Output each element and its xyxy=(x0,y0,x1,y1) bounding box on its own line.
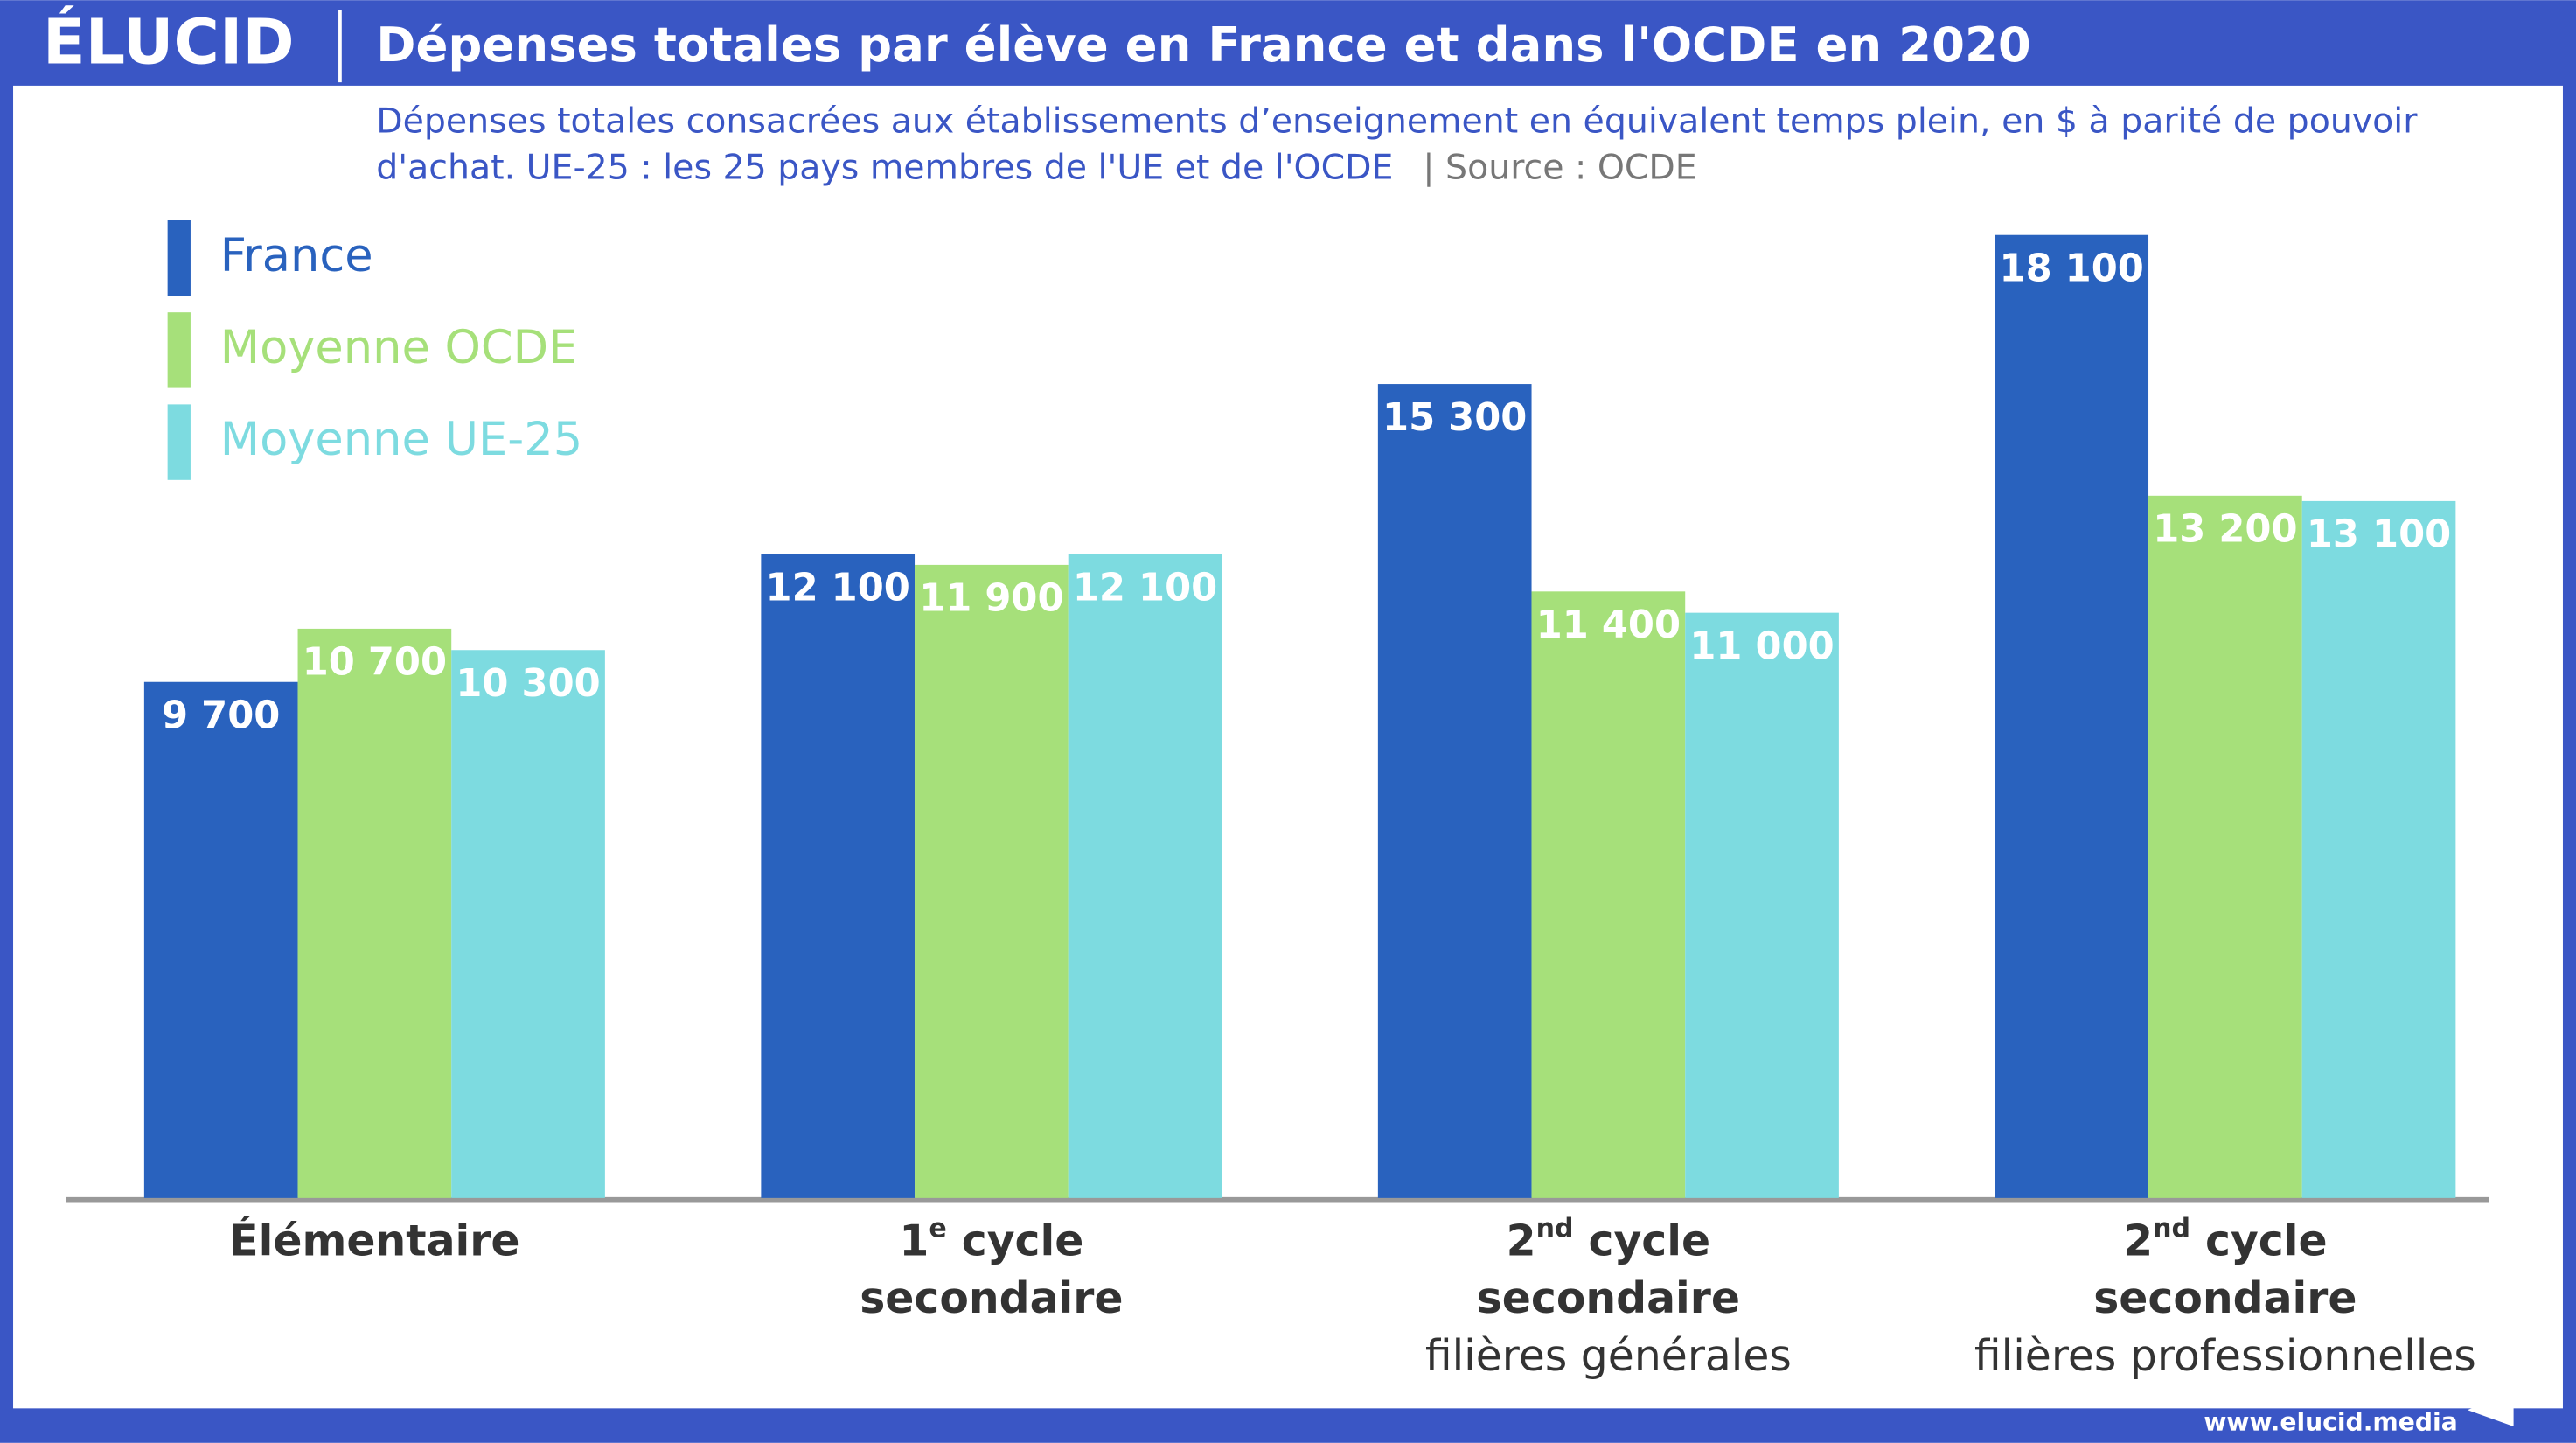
x-tick-label: secondaire xyxy=(2093,1273,2357,1323)
brand: ÉLUCID xyxy=(43,5,295,78)
x-tick-label: secondaire xyxy=(2093,1273,2357,1323)
subtitle: Dépenses totales consacrées aux établiss… xyxy=(376,101,2418,142)
bar xyxy=(2148,495,2302,1198)
x-tick-label: secondaire xyxy=(1477,1273,1740,1323)
subtitle: d'achat. UE-25 : les 25 pays membres de … xyxy=(376,147,1393,187)
x-tick-label: 2nd cycle xyxy=(1507,1213,1710,1265)
bar-label: 9 700 xyxy=(162,694,280,738)
x-tick-label: 2 xyxy=(1507,1216,1536,1265)
bar-label: 11 000 xyxy=(1689,624,1834,668)
legend-swatch xyxy=(167,220,191,296)
bar xyxy=(451,650,605,1198)
x-tick-label: cycle xyxy=(1574,1216,1711,1265)
x-tick-label: cycle xyxy=(2190,1216,2328,1265)
bar-label: 15 300 xyxy=(1382,396,1527,440)
x-tick-label: Élémentaire xyxy=(229,1216,519,1265)
legend-swatch xyxy=(167,404,191,480)
legend-label: Moyenne UE-25 xyxy=(220,413,582,466)
subtitle: d'achat. UE-25 : les 25 pays membres de … xyxy=(376,147,1696,187)
x-tick-label: cycle xyxy=(947,1216,1084,1265)
x-tick-label: nd xyxy=(1536,1213,1574,1244)
bar-label: 11 900 xyxy=(919,577,1063,621)
bar-label: 10 300 xyxy=(456,662,600,706)
bar xyxy=(143,681,298,1198)
x-tick-note: filières professionnelles xyxy=(1974,1331,2476,1381)
bar xyxy=(1068,554,1222,1198)
x-tick-label: secondaire xyxy=(860,1273,1123,1323)
bar-label: 12 100 xyxy=(766,567,910,610)
bar-label: 13 200 xyxy=(2153,508,2297,552)
x-tick-note: filières générales xyxy=(1425,1331,1792,1381)
bar-label: 13 100 xyxy=(2307,513,2451,557)
chart-title: Dépenses totales par élève en France et … xyxy=(376,17,2031,73)
x-tick-label: 2 xyxy=(2123,1216,2153,1265)
bar xyxy=(2301,500,2456,1198)
x-tick-label: 2nd cycle xyxy=(2123,1213,2327,1265)
footer: www.elucid.media xyxy=(2204,1407,2457,1436)
source: | Source : OCDE xyxy=(1423,147,1697,187)
bar xyxy=(761,554,916,1198)
x-tick-label: secondaire xyxy=(860,1273,1123,1323)
bar xyxy=(1531,591,1686,1198)
x-tick-label: e xyxy=(929,1213,946,1244)
legend-label: France xyxy=(220,229,373,282)
legend-label: Moyenne OCDE xyxy=(220,321,578,374)
x-tick-label: 1e cycle xyxy=(899,1213,1083,1265)
x-tick-label: nd xyxy=(2153,1213,2190,1244)
bar-label: 18 100 xyxy=(2000,247,2144,291)
bar xyxy=(297,628,452,1198)
bar-label: 12 100 xyxy=(1073,567,1217,610)
x-tick-label: secondaire xyxy=(1477,1273,1740,1323)
x-tick-label: 1 xyxy=(899,1216,929,1265)
bar xyxy=(1377,384,1532,1198)
bar-label: 11 400 xyxy=(1536,603,1681,647)
x-tick-label: Élémentaire xyxy=(229,1216,519,1265)
legend-swatch xyxy=(167,312,191,388)
bar xyxy=(1995,234,2149,1198)
bar xyxy=(915,564,1069,1198)
footer-icon xyxy=(2467,1390,2514,1427)
bar xyxy=(1685,612,1839,1198)
bar-label: 10 700 xyxy=(303,641,447,685)
